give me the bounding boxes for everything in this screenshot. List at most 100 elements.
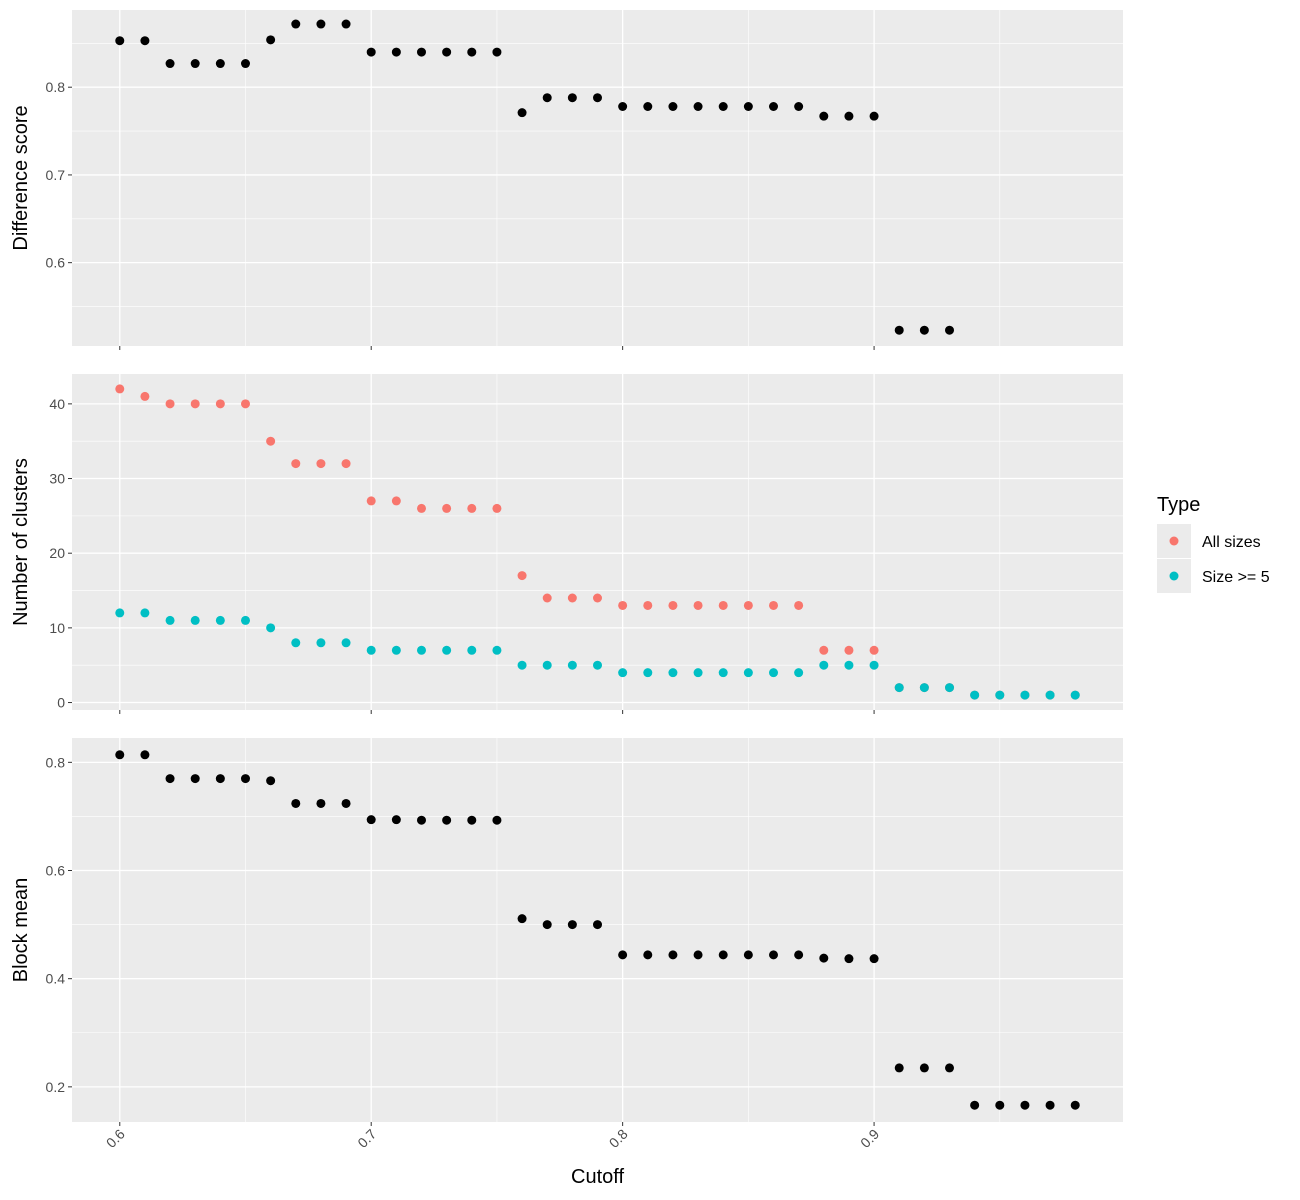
data-point-size-5 (794, 668, 804, 678)
data-point-all-sizes (341, 459, 351, 469)
data-point-size-5 (517, 660, 527, 670)
legend-key-point (1169, 536, 1179, 546)
data-point (291, 798, 301, 808)
data-point (215, 774, 225, 784)
data-point (115, 750, 125, 760)
legend-label: All sizes (1202, 534, 1261, 551)
data-point (140, 36, 150, 46)
data-point (743, 102, 753, 112)
x-tick-label: 0.7 (354, 1126, 379, 1151)
data-point-all-sizes (718, 600, 728, 610)
data-point (894, 1063, 904, 1073)
y-tick-label: 30 (49, 471, 65, 487)
data-point-size-5 (567, 660, 577, 670)
data-point (416, 815, 426, 825)
data-point (618, 950, 628, 960)
data-point (492, 815, 502, 825)
data-point (1020, 1100, 1030, 1110)
data-point (140, 750, 150, 760)
data-point-size-5 (492, 645, 502, 655)
data-point-all-sizes (215, 399, 225, 409)
y-tick-label: 0.6 (46, 255, 66, 271)
x-tick-label: 0.9 (857, 1126, 882, 1151)
data-point (945, 1063, 955, 1073)
data-point-size-5 (844, 660, 854, 670)
data-point-all-sizes (115, 384, 125, 394)
data-point (643, 950, 653, 960)
data-point-size-5 (919, 683, 929, 693)
data-point (316, 798, 326, 808)
data-point (819, 953, 829, 963)
data-point-all-sizes (391, 496, 401, 506)
data-point (291, 19, 301, 29)
data-point-size-5 (391, 645, 401, 655)
data-point-all-sizes (240, 399, 250, 409)
data-point-size-5 (341, 638, 351, 648)
data-point-size-5 (316, 638, 326, 648)
data-point-size-5 (366, 645, 376, 655)
data-point-size-5 (1045, 690, 1055, 700)
data-point-all-sizes (668, 600, 678, 610)
data-point (316, 19, 326, 29)
data-point-size-5 (995, 690, 1005, 700)
data-point-all-sizes (542, 593, 552, 603)
data-point-size-5 (190, 615, 200, 625)
data-point (769, 950, 779, 960)
data-point (970, 1100, 980, 1110)
data-point-size-5 (416, 645, 426, 655)
data-point (643, 102, 653, 112)
data-point-all-sizes (140, 391, 150, 401)
data-point (240, 59, 250, 69)
data-point-all-sizes (316, 459, 326, 469)
data-point (442, 815, 452, 825)
y-axis-title: Block mean (10, 878, 32, 983)
y-tick-label: 20 (49, 545, 65, 561)
data-point-size-5 (442, 645, 452, 655)
data-point (869, 954, 879, 964)
data-point (869, 111, 879, 121)
data-point (215, 59, 225, 69)
data-point (618, 102, 628, 112)
data-point-size-5 (769, 668, 779, 678)
data-point (668, 950, 678, 960)
data-point-size-5 (1020, 690, 1030, 700)
data-point-size-5 (593, 660, 602, 670)
data-point (190, 59, 200, 69)
data-point (366, 47, 376, 57)
data-point-all-sizes (743, 600, 753, 610)
data-point (467, 815, 477, 825)
y-tick-label: 0 (57, 695, 65, 711)
data-point (743, 950, 753, 960)
legend-key-point (1169, 571, 1179, 581)
data-point (517, 914, 527, 924)
data-point-size-5 (668, 668, 678, 678)
data-point (693, 950, 703, 960)
data-point (341, 19, 351, 29)
data-point-size-5 (743, 668, 753, 678)
data-point-size-5 (945, 683, 955, 693)
data-point-size-5 (266, 623, 276, 633)
data-point-size-5 (115, 608, 125, 618)
data-point (266, 776, 276, 786)
data-point-size-5 (140, 608, 150, 618)
data-point (517, 108, 527, 118)
x-axis-title: Cutoff (571, 1166, 624, 1188)
y-tick-label: 10 (49, 620, 65, 636)
panel-background (72, 10, 1123, 346)
data-point-size-5 (693, 668, 703, 678)
y-tick-label: 40 (49, 396, 65, 412)
legend: Type All sizes Size >= 5 (1157, 494, 1270, 593)
data-point (567, 93, 577, 103)
data-point (794, 102, 804, 112)
data-point (668, 102, 678, 112)
data-point (844, 111, 854, 121)
legend-label: Size >= 5 (1202, 569, 1270, 586)
data-point (794, 950, 804, 960)
data-point (542, 920, 552, 930)
data-point-all-sizes (693, 600, 703, 610)
data-point (467, 47, 477, 57)
x-tick-label: 0.8 (606, 1126, 631, 1151)
data-point (416, 47, 426, 57)
y-tick-label: 0.7 (46, 167, 66, 183)
